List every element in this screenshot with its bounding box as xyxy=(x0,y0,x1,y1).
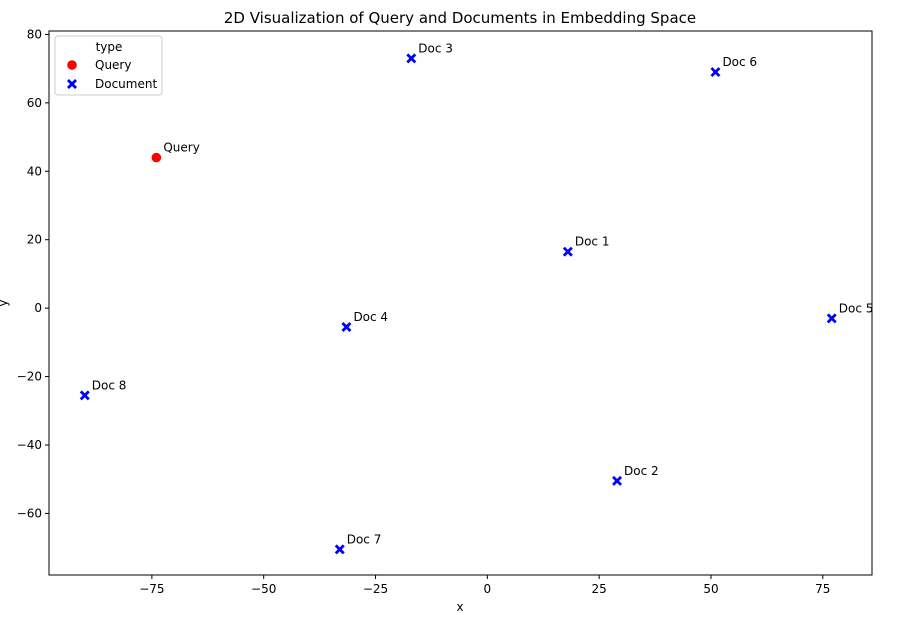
x-tick-label: −50 xyxy=(251,582,276,596)
legend-entry-label: Document xyxy=(95,77,157,91)
x-tick-label: 0 xyxy=(484,582,492,596)
document-point xyxy=(79,389,91,401)
point-label: Doc 8 xyxy=(92,378,127,392)
legend-title: type xyxy=(96,40,123,54)
point-label: Doc 6 xyxy=(722,55,757,69)
x-tick-label: 50 xyxy=(703,582,718,596)
document-point xyxy=(709,66,721,78)
y-tick-label: 0 xyxy=(34,301,42,315)
axis-ticks: −75 −50 −25 0 25 50 75 −60 −40 −20 0 20 40 60 80 xyxy=(17,27,831,596)
y-tick-label: −60 xyxy=(17,506,42,520)
x-tick-label: −75 xyxy=(139,582,164,596)
legend-x-icon xyxy=(66,78,78,90)
y-axis-label: y xyxy=(0,299,10,306)
point-label: Doc 7 xyxy=(347,532,382,546)
legend-box xyxy=(54,35,163,96)
point-label: Doc 4 xyxy=(353,310,388,324)
data-points: Query Doc 1 Doc 2 Doc 3 Doc 4 Doc 5 Doc 6 Doc 7… xyxy=(79,41,874,555)
x-axis-label: x xyxy=(456,600,463,614)
document-point xyxy=(826,312,838,324)
chart-title: 2D Visualization of Query and Documents … xyxy=(224,9,696,27)
x-tick-label: 75 xyxy=(815,582,830,596)
document-point xyxy=(562,246,574,258)
legend: type Query Document xyxy=(54,35,163,96)
point-label: Doc 1 xyxy=(575,235,610,249)
document-point xyxy=(405,52,417,64)
point-label: Doc 5 xyxy=(839,301,874,315)
document-point xyxy=(611,475,623,487)
y-tick-label: 80 xyxy=(27,27,42,41)
point-label: Query xyxy=(163,141,199,155)
legend-circle-icon xyxy=(66,59,78,71)
x-tick-label: 25 xyxy=(592,582,607,596)
point-label: Doc 3 xyxy=(418,41,453,55)
x-tick-label: −25 xyxy=(363,582,388,596)
query-point xyxy=(150,151,162,164)
point-label: Doc 2 xyxy=(624,464,659,478)
y-tick-label: −40 xyxy=(17,438,42,452)
plot-area-frame xyxy=(48,30,873,576)
y-tick-label: −20 xyxy=(17,370,42,384)
document-point xyxy=(334,543,346,555)
y-tick-label: 60 xyxy=(27,96,42,110)
y-tick-label: 20 xyxy=(27,233,42,247)
document-point xyxy=(340,321,352,333)
legend-entry-label: Query xyxy=(95,58,131,72)
y-tick-label: 40 xyxy=(27,164,42,178)
